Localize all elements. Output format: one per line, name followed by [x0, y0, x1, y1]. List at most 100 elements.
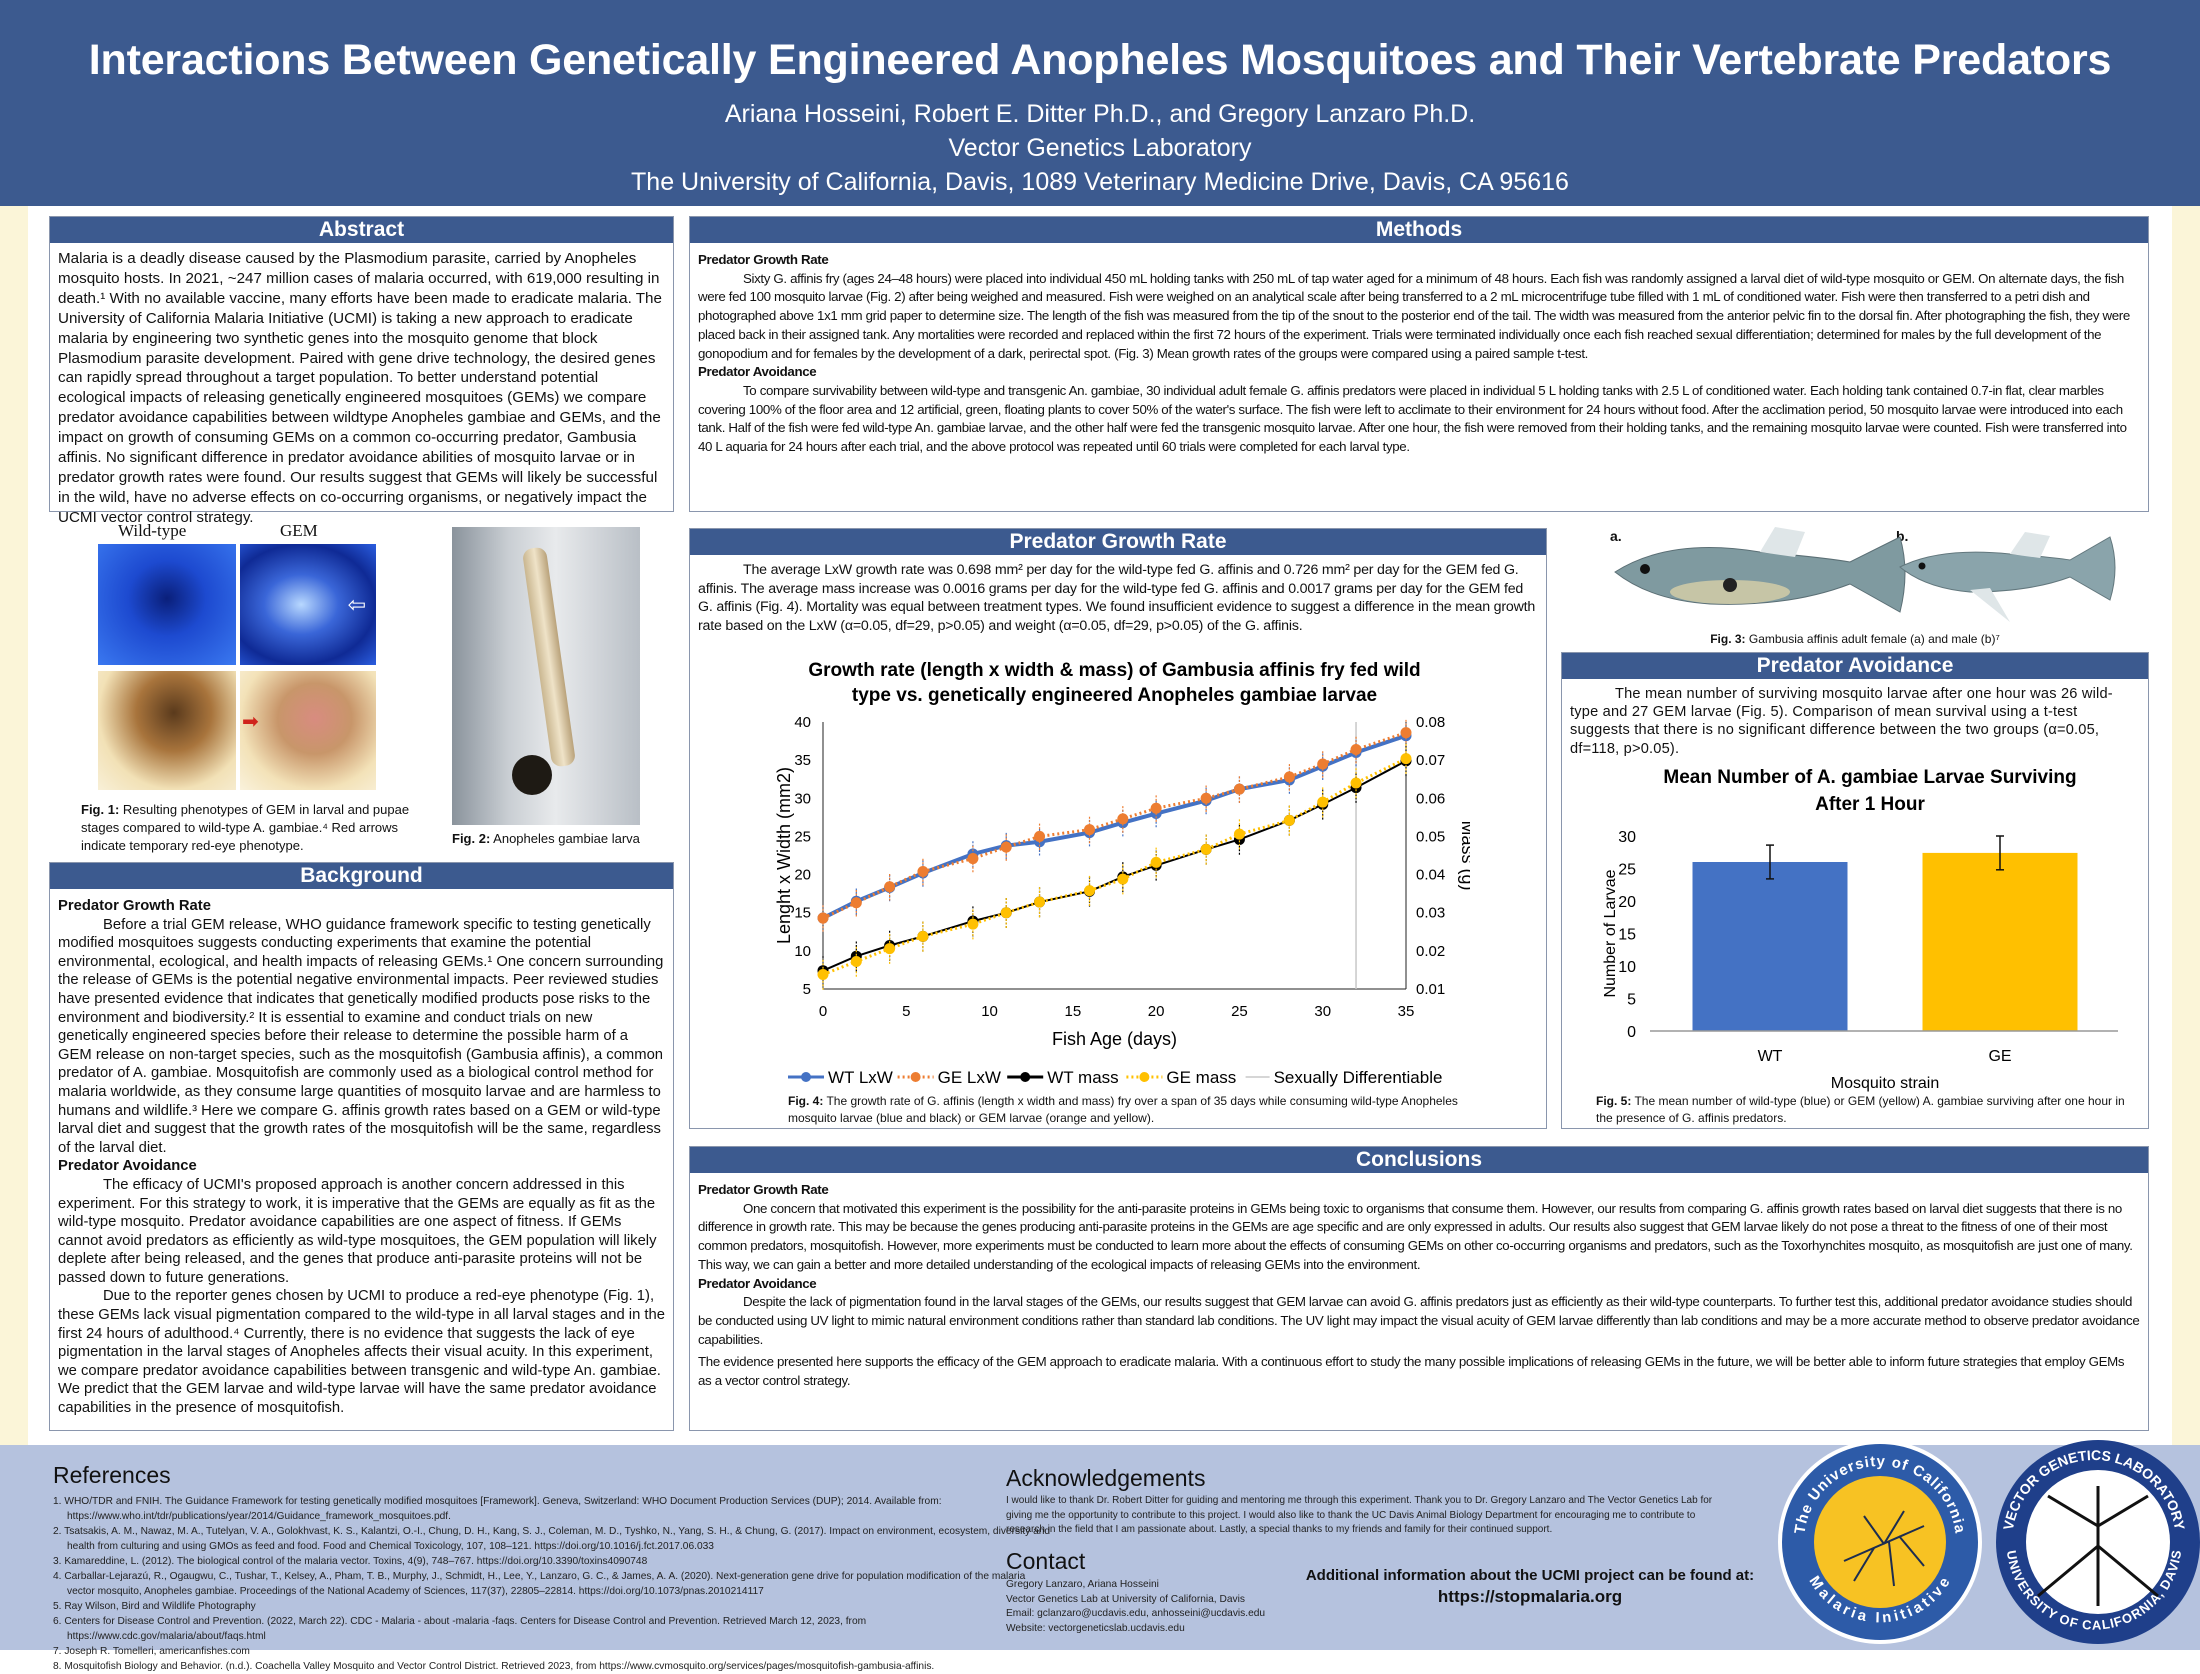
legend-swatch-marker	[1020, 1072, 1031, 1082]
data-point	[1400, 753, 1412, 765]
legend-label: WT mass	[1047, 1068, 1118, 1087]
fig4-caption: Fig. 4: The growth rate of G. affinis (l…	[788, 1093, 1488, 1127]
authors: Ariana Hosseini, Robert E. Ditter Ph.D.,…	[724, 100, 1476, 128]
growth-rate-line-chart: Growth rate (length x width & mass) of G…	[774, 660, 1470, 1087]
methods-paragraph-growth: Sixty G. affinis fry (ages 24–48 hours) …	[698, 270, 2130, 361]
legend-label: WT LxW	[828, 1068, 893, 1087]
abstract-text: Malaria is a deadly disease caused by th…	[58, 250, 662, 526]
chart-title: Growth rate (length x width & mass) of G…	[808, 660, 1420, 681]
y-tick-label: 40	[794, 714, 811, 731]
fig1-caption-text: Resulting phenotypes of GEM in larval an…	[81, 802, 410, 853]
data-point	[1000, 907, 1012, 919]
fig5-caption: Fig. 5: The mean number of wild-type (bl…	[1596, 1093, 2136, 1127]
y2-tick-label: 0.03	[1416, 905, 1445, 922]
data-point	[1084, 885, 1096, 897]
data-point	[1283, 771, 1295, 783]
reference-item: 8. Mosquitofish Biology and Behavior. (n…	[53, 1661, 935, 1672]
y-tick-label: 20	[794, 867, 811, 884]
conclusions-heading: Conclusions	[690, 1147, 2148, 1173]
fig4-caption-label: Fig. 4:	[788, 1094, 824, 1108]
data-point	[884, 943, 896, 955]
methods-subheading-avoidance: Predator Avoidance	[698, 364, 817, 380]
y-axis-title: Lenght x Width (mm2)	[774, 767, 794, 944]
y2-tick-label: 0.07	[1416, 752, 1445, 769]
reference-item: 4. Carballar-Lejarazú, R., Ogaugwu, C., …	[53, 1571, 1026, 1597]
y-tick-label: 10	[794, 943, 811, 960]
x-tick-label: 30	[1314, 1003, 1331, 1020]
legend-label: Sexually Differentiable	[1274, 1068, 1443, 1087]
chart-title: type vs. genetically engineered Anophele…	[852, 685, 1377, 706]
female-mosquitofish-image	[1614, 527, 1906, 613]
mosquito-silhouette-icon	[2037, 1486, 2159, 1606]
fig2-caption-label: Fig. 2:	[452, 831, 491, 846]
avoidance-results-text: The mean number of surviving mosquito la…	[1570, 686, 2113, 757]
wildtype-larva-eye-image	[98, 544, 236, 665]
contact-info: Gregory Lanzaro, Ariana Hosseini Vector …	[1006, 1578, 1265, 1636]
y-tick-label: 30	[794, 790, 811, 807]
data-point	[967, 853, 979, 865]
data-point	[1200, 843, 1212, 855]
y-tick-label: 15	[794, 905, 811, 922]
reference-item: 1. WHO/TDR and FNIH. The Guidance Framew…	[53, 1496, 942, 1522]
background-paragraph-avoidance-2: Due to the reporter genes chosen by UCMI…	[58, 1288, 665, 1417]
gem-larva-eye-image: ⇦	[240, 544, 376, 665]
x-axis-title: Fish Age (days)	[1052, 1029, 1177, 1049]
methods-section: Methods Predator Growth Rate Sixty G. af…	[689, 216, 2149, 512]
avoidance-results-heading: Predator Avoidance	[1562, 653, 2148, 679]
lab-name: Vector Genetics Laboratory	[948, 134, 1252, 162]
y2-tick-label: 0.01	[1416, 981, 1445, 998]
abstract-section: Abstract Malaria is a deadly disease cau…	[49, 216, 674, 526]
y-tick-label: 30	[1618, 829, 1636, 846]
x-tick-label: GE	[1988, 1048, 2011, 1065]
y-tick-label: 15	[1618, 927, 1636, 944]
conclusions-paragraph-growth: One concern that motivated this experime…	[698, 1200, 2133, 1272]
reference-item: 2. Tsatsakis, A. M., Nawaz, M. A., Tutel…	[53, 1526, 1051, 1552]
reference-item: 6. Centers for Disease Control and Preve…	[53, 1616, 867, 1642]
x-tick-label: 20	[1148, 1003, 1165, 1020]
stopmalaria-link[interactable]: https://stopmalaria.org	[1437, 1587, 1623, 1606]
x-tick-label: 0	[819, 1003, 827, 1020]
chart-title: After 1 Hour	[1815, 794, 1925, 815]
y2-tick-label: 0.08	[1416, 714, 1445, 731]
conclusions-subheading-avoidance: Predator Avoidance	[698, 1275, 817, 1291]
legend-label: GE LxW	[938, 1068, 1001, 1087]
conclusions-paragraph-avoidance: Despite the lack of pigmentation found i…	[698, 1294, 2140, 1347]
fig1-label-wildtype: Wild-type	[118, 521, 187, 540]
data-point	[1150, 856, 1162, 868]
fig3-label-a: a.	[1610, 528, 1622, 544]
data-point	[1117, 873, 1129, 885]
fig1-caption: Fig. 1: Resulting phenotypes of GEM in l…	[81, 801, 411, 855]
reference-item: 5. Ray Wilson, Bird and Wildlife Photogr…	[53, 1601, 256, 1612]
fig5-caption-text: The mean number of wild-type (blue) or G…	[1596, 1094, 2125, 1125]
data-point	[1317, 796, 1329, 808]
background-subheading-avoidance: Predator Avoidance	[58, 1158, 197, 1175]
y2-tick-label: 0.04	[1416, 867, 1445, 884]
background-paragraph-growth: Before a trial GEM release, WHO guidance…	[58, 916, 664, 1156]
right-border-strip	[2172, 206, 2200, 1445]
legend-swatch-marker	[1139, 1072, 1150, 1082]
data-point	[1350, 777, 1362, 789]
data-point	[1317, 758, 1329, 770]
data-point	[917, 930, 929, 942]
series-line	[822, 731, 1407, 920]
data-point	[1400, 727, 1412, 739]
x-tick-label: 10	[981, 1003, 998, 1020]
mosquito-icon	[1843, 1510, 1925, 1587]
background-paragraph-avoidance-1: The efficacy of UCMI's proposed approach…	[58, 1176, 657, 1286]
ucmi-logo: The University of California Malaria Ini…	[1778, 1440, 1982, 1644]
contact-website[interactable]: Website: vectorgeneticslab.ucdavis.edu	[1006, 1622, 1185, 1634]
data-point	[1117, 813, 1129, 825]
address: The University of California, Davis, 108…	[631, 168, 1569, 196]
contact-email[interactable]: Email: gclanzaro@ucdavis.edu, anhosseini…	[1006, 1608, 1266, 1619]
y-tick-label: 0	[1627, 1024, 1636, 1041]
background-section: Background Predator Growth Rate Before a…	[49, 862, 674, 1431]
acknowledgements-heading: Acknowledgements	[1006, 1465, 1206, 1491]
data-point	[817, 969, 829, 981]
y-tick-label: 5	[803, 981, 811, 998]
contact-lab: Vector Genetics Lab at University of Cal…	[1006, 1593, 1245, 1605]
growth-results-section: Predator Growth Rate The average LxW gro…	[689, 528, 1547, 1129]
y-tick-label: 20	[1618, 894, 1636, 911]
data-point	[850, 897, 862, 909]
acknowledgements-text: I would like to thank Dr. Robert Ditter …	[1006, 1495, 1713, 1535]
bar-wt	[1692, 862, 1848, 1031]
